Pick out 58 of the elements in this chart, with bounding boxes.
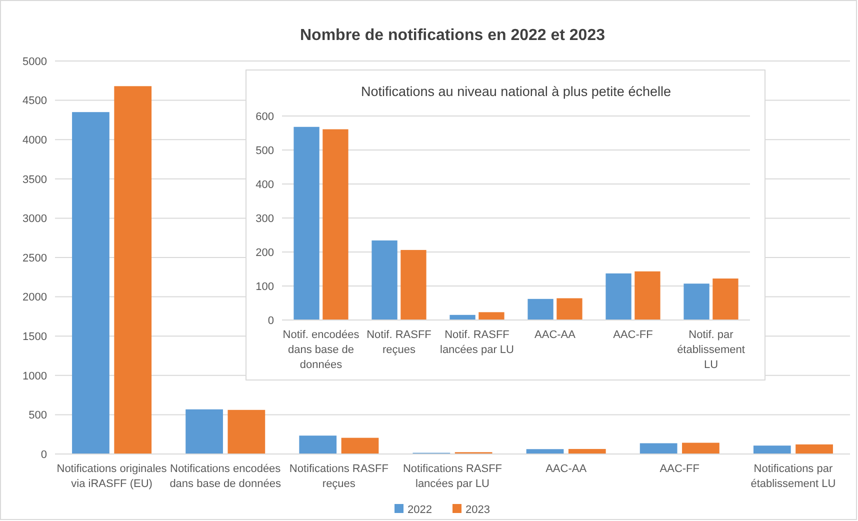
bar — [478, 312, 504, 320]
bar — [299, 436, 337, 454]
bar — [341, 438, 379, 454]
bar — [640, 443, 678, 454]
x-tick-label: Notif. RASFF lancées par LU — [440, 329, 514, 356]
x-tick-label: Notifications par établissement LU — [750, 463, 836, 490]
y-tick-label: 200 — [256, 246, 274, 259]
y-tick-label: 3000 — [22, 213, 47, 226]
y-tick-label: 3500 — [22, 174, 47, 186]
y-tick-label: 2500 — [22, 252, 47, 264]
bar — [526, 449, 564, 454]
y-tick-label: 500 — [256, 144, 274, 157]
bar — [796, 444, 833, 454]
y-tick-label: 0 — [40, 448, 47, 461]
bar — [294, 126, 320, 320]
y-tick-label: 4500 — [22, 95, 47, 108]
bar — [72, 112, 110, 454]
bar — [753, 446, 791, 454]
y-tick-label: 1500 — [22, 330, 47, 343]
bar — [114, 86, 152, 454]
bar — [606, 273, 632, 320]
x-tick-label: AAC-AA — [546, 463, 588, 475]
bar — [712, 278, 738, 320]
y-tick-label: 300 — [256, 212, 274, 225]
legend-label: 2022 — [408, 504, 432, 516]
y-tick-label: 4000 — [22, 134, 47, 146]
y-tick-label: 1000 — [22, 370, 47, 382]
x-tick-label: AAC-AA — [534, 329, 576, 341]
chart-title: Nombre de notifications en 2022 et 2023 — [300, 27, 606, 44]
x-tick-label: AAC-FF — [660, 463, 700, 475]
y-tick-label: 400 — [256, 178, 274, 191]
x-tick-label: Notif. par établissement LU — [677, 329, 745, 371]
chart-title: Notifications au niveau national à plus petite échelle — [361, 84, 671, 99]
bar — [528, 298, 554, 320]
x-tick-label: Notif. RASFF reçues — [366, 329, 432, 356]
y-tick-label: 2000 — [22, 292, 47, 304]
bar — [684, 284, 710, 320]
y-tick-label: 100 — [256, 280, 274, 293]
y-tick-label: 600 — [256, 110, 274, 123]
y-tick-label: 0 — [268, 314, 274, 327]
bar — [400, 250, 426, 320]
x-tick-label: Notifications encodées dans base de données — [170, 463, 282, 490]
bar — [228, 410, 266, 454]
y-tick-label: 5000 — [22, 56, 47, 68]
x-tick-label: Notifications RASFF reçues — [289, 463, 389, 490]
bar — [322, 129, 348, 320]
x-tick-label: Notifications RASFF lancées par LU — [402, 463, 502, 490]
bar — [372, 240, 398, 320]
bar — [556, 298, 582, 320]
x-tick-label: Notif. encodées dans base de données — [282, 329, 360, 371]
bar — [634, 271, 660, 320]
x-tick-label: Notifications originales via iRASFF (EU) — [56, 463, 168, 490]
bar — [568, 448, 606, 454]
y-tick-label: 500 — [28, 410, 47, 422]
x-tick-label: AAC-FF — [613, 329, 654, 341]
bar — [682, 442, 720, 454]
legend-label: 2023 — [466, 504, 490, 516]
bar — [186, 409, 223, 454]
